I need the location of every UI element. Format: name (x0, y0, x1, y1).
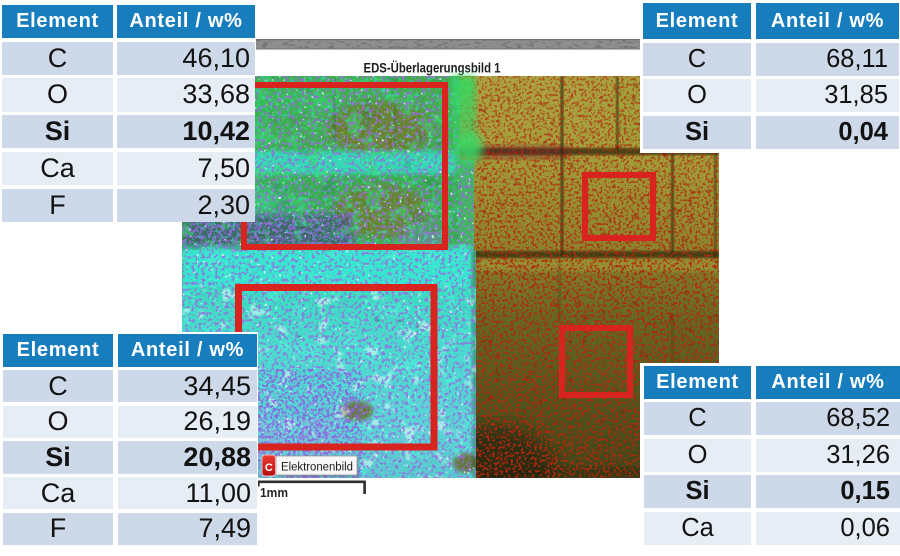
svg-text:C: C (265, 462, 273, 474)
svg-text:EDS-Überlagerungsbild 1: EDS-Überlagerungsbild 1 (364, 60, 501, 76)
svg-text:Elektronenbild: Elektronenbild (281, 462, 353, 474)
svg-text:1mm: 1mm (260, 485, 288, 500)
